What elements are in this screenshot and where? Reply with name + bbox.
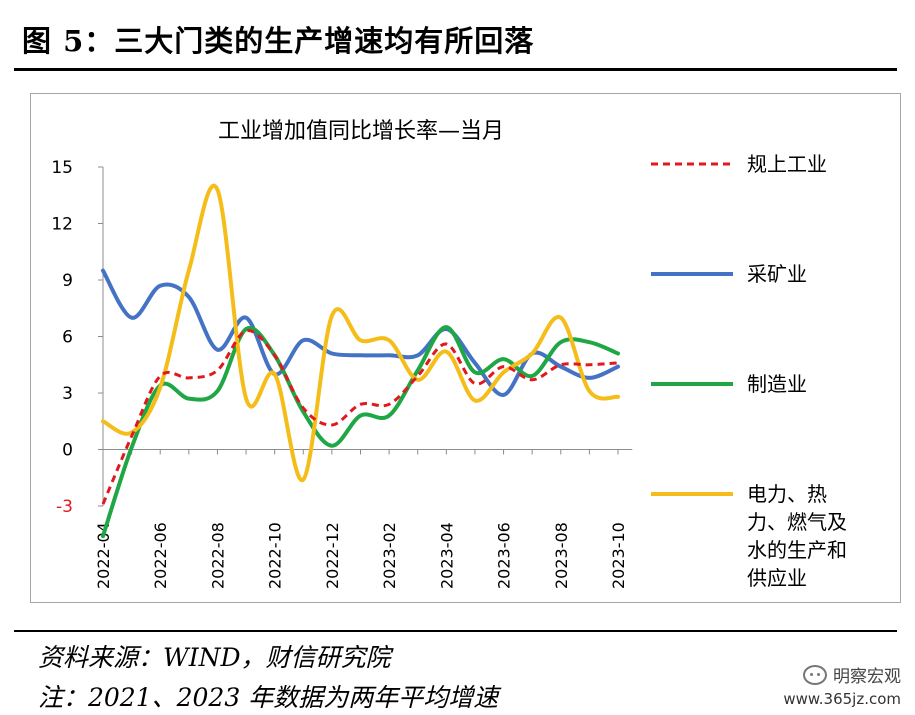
y-tick-label: 9 [62,271,73,291]
footnote: 注：2021、2023 年数据为两年平均增速 [38,683,499,712]
line-chart: 工业增加值同比增长率—当月 -3 0 3 6 9 12 15 2022-04 2022-06 202… [51,119,847,590]
chart-frame: 工业增加值同比增长率—当月 -3 0 3 6 9 12 15 2022-04 2022-06 202… [30,93,901,603]
x-tick-label: 2023-06 [495,522,514,589]
legend-label-3: 供应业 [747,566,807,590]
x-tick-label: 2022-08 [208,522,227,589]
watermark-url: www.365jz.com [783,690,901,708]
x-tick-label: 2022-10 [266,522,285,589]
y-tick-label: 0 [62,441,73,461]
y-tick-label: 12 [51,215,73,235]
x-tick-label: 2022-12 [323,522,342,589]
top-rule [14,68,897,71]
legend-label-1: 采矿业 [747,262,807,286]
y-tick-label: -3 [56,497,73,517]
x-tick-label: 2023-04 [437,522,456,589]
series-line-3 [101,184,620,482]
x-tick-label: 2023-08 [552,522,571,589]
y-tick-label: 15 [51,158,73,178]
y-tick-label: 6 [62,328,73,348]
bottom-rule [14,630,897,632]
chart-title: 工业增加值同比增长率—当月 [218,119,504,144]
wechat-icon [803,664,827,685]
legend-label-3: 电力、热 [747,482,827,506]
legend-label-3: 力、燃气及 [747,510,847,534]
x-tick-label: 2023-10 [609,522,628,589]
series-line-0 [101,329,619,505]
x-tick-label: 2023-02 [380,522,399,589]
figure-title: 图 5：三大门类的生产增速均有所回落 [22,24,535,58]
legend-label-2: 制造业 [747,372,807,396]
legend-label-0: 规上工业 [747,152,827,176]
x-tick-label: 2022-04 [94,522,113,589]
legend-label-3: 水的生产和 [747,538,847,562]
watermark: 明察宏观 www.365jz.com [783,662,901,708]
y-tick-label: 3 [62,384,73,404]
x-tick-label: 2022-06 [151,522,170,589]
series-line-2 [101,325,620,539]
watermark-name: 明察宏观 [833,667,901,687]
source-note: 资料来源：WIND，财信研究院 [38,643,391,672]
